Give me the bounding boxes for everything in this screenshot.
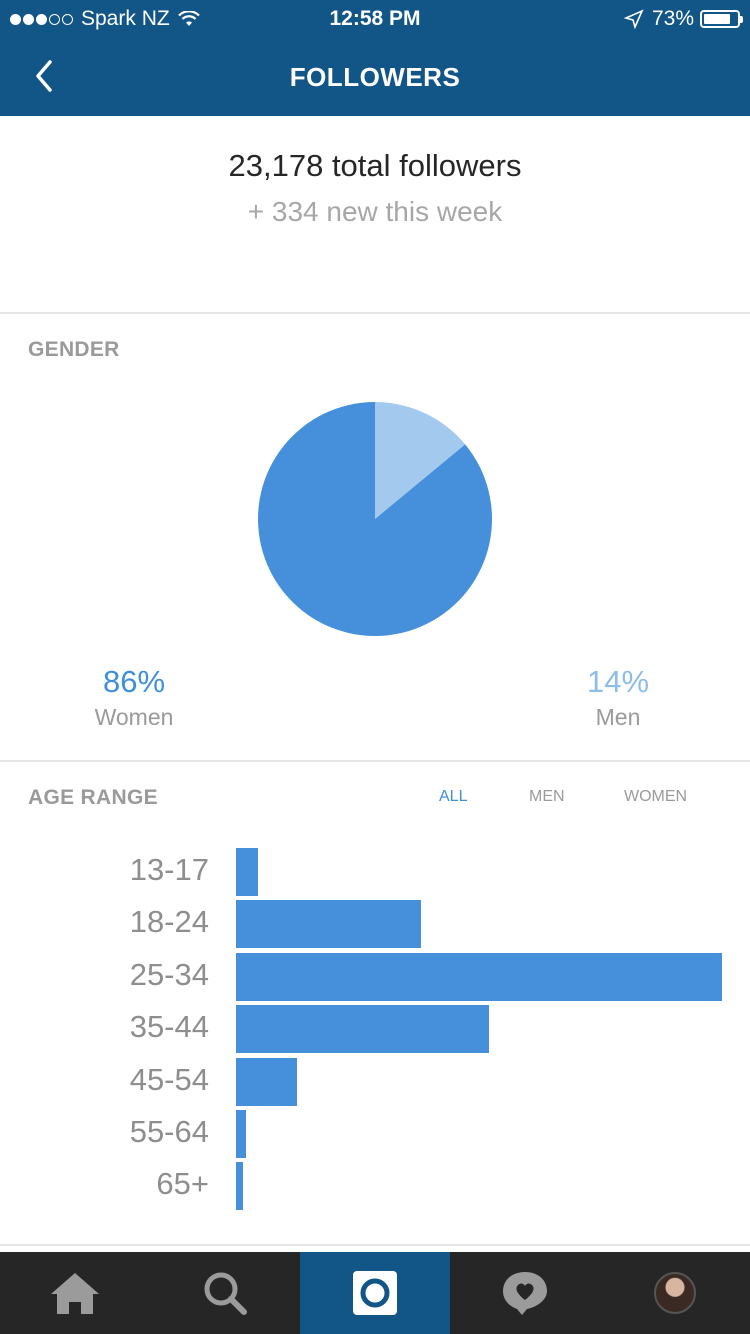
men-percent: 14% [586,664,650,699]
wifi-icon [177,11,200,26]
tab-search[interactable] [150,1252,300,1334]
age-bar-label: 45-54 [129,1061,209,1097]
battery-percent: 73% [651,7,694,30]
age-bar [236,848,258,896]
age-bar-label: 25-34 [129,956,209,992]
carrier-name: Spark NZ [81,7,170,30]
page-title: FOLLOWERS [289,62,461,92]
age-bar-row: 65+ [0,1162,750,1212]
age-bar [236,952,722,1001]
avatar [654,1272,696,1314]
age-bar-label: 18-24 [129,904,209,940]
gender-section: GENDER 86% Women 14% Men [0,316,750,762]
tab-women[interactable]: WOMEN [624,788,688,805]
age-bar [236,900,421,949]
signal-icon [10,13,75,25]
tab-activity[interactable] [450,1252,600,1334]
location-icon [623,9,644,29]
age-bar-row: 13-17 [0,848,750,898]
status-time: 12:58 PM [329,7,421,30]
activity-icon [503,1272,547,1315]
gender-pie-chart [258,402,492,636]
age-bar [236,1005,489,1054]
age-bar-label: 65+ [156,1166,209,1202]
tab-home[interactable] [0,1252,150,1334]
battery-icon [700,10,743,28]
age-bar-row: 25-34 [0,952,750,1003]
status-left: Spark NZ [10,7,200,31]
age-bar-row: 18-24 [0,900,750,950]
nav-bar: FOLLOWERS [0,40,750,116]
age-bar-row: 45-54 [0,1057,750,1108]
men-stat: 14% Men [518,664,718,731]
back-button[interactable] [28,56,64,96]
new-followers-week: + 334 new this week [247,196,503,227]
age-bar-label: 13-17 [129,852,209,887]
age-bar-chart: 13-17 18-24 25-34 35-44 45-54 55-64 65+ [0,764,750,1246]
camera-icon [353,1271,397,1315]
tab-profile[interactable] [600,1252,750,1334]
women-stat: 86% Women [34,664,234,731]
gender-heading: GENDER [28,338,120,361]
status-bar: Spark NZ 12:58 PM 73% [0,0,750,40]
age-bar-row: 35-44 [0,1005,750,1055]
age-bar-label: 55-64 [129,1114,209,1149]
search-icon [204,1272,247,1315]
age-range-section: AGE RANGE ALL MEN WOMEN 13-17 18-24 25-34 3… [0,764,750,1246]
top-bar: Spark NZ 12:58 PM 73% FOLLOWERS [0,0,750,116]
bottom-tab-bar [0,1252,750,1334]
tab-all[interactable]: ALL [439,788,468,805]
age-bar [236,1162,244,1211]
tab-men[interactable]: MEN [529,788,565,805]
age-bar-label: 35-44 [129,1009,209,1045]
age-bar-row: 55-64 [0,1110,750,1160]
home-icon [51,1273,99,1314]
pie-slice-women [258,402,492,636]
women-percent: 86% [102,664,166,699]
status-right: 73% [623,7,743,31]
chevron-left-icon [36,60,52,92]
women-label: Women [94,704,174,730]
tab-camera[interactable] [300,1252,450,1334]
age-range-heading: AGE RANGE [28,786,158,809]
follower-summary: 23,178 total followers + 334 new this we… [0,116,750,314]
total-followers: 23,178 total followers [228,148,522,183]
pie-slice-men [375,402,466,519]
age-bar [236,1057,297,1106]
men-label: Men [595,704,641,730]
age-bar [236,1110,246,1158]
